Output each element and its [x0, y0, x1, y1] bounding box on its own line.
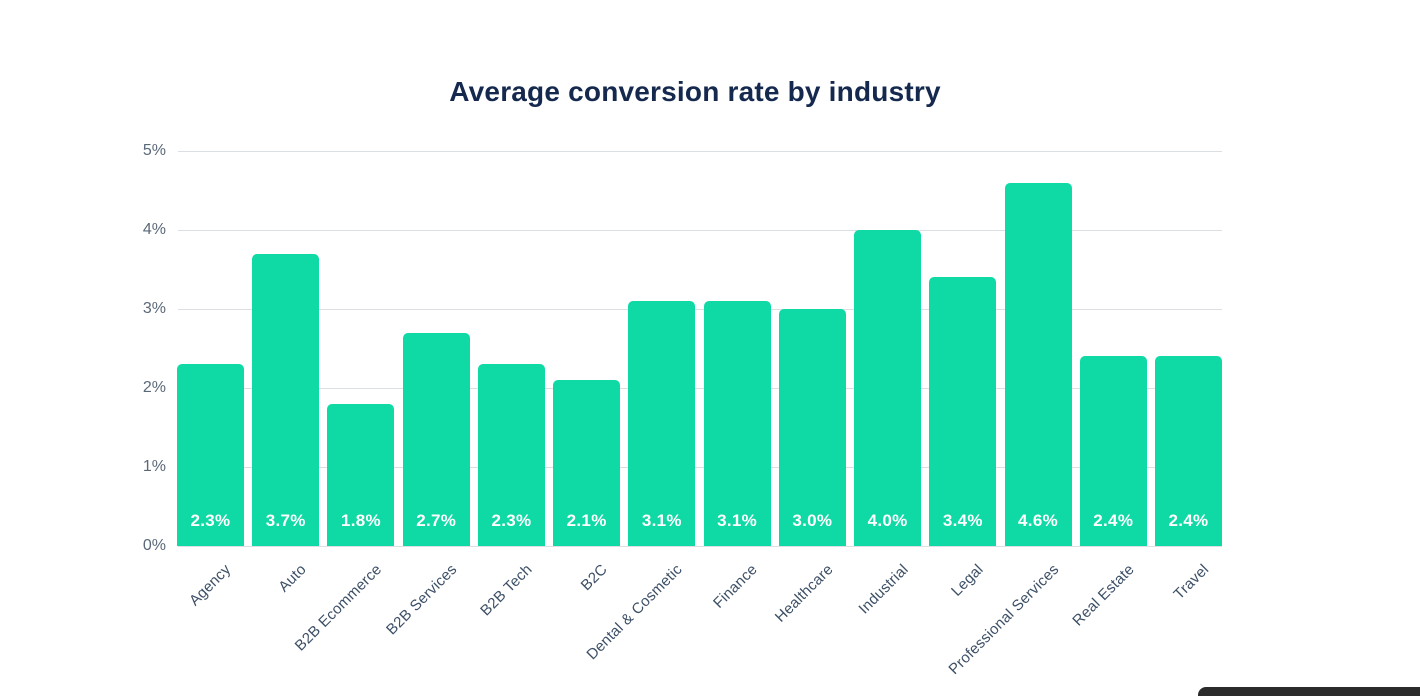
bar-value-label: 3.0% [792, 511, 833, 530]
bar-value-label: 3.1% [717, 510, 758, 530]
chart-title: Average conversion rate by industry [449, 76, 941, 107]
y-axis-tick-label: 0% [142, 537, 166, 554]
gridline [178, 388, 1222, 389]
x-axis-tick-label: Industrial [855, 561, 912, 618]
x-axis-tick-label: Healthcare [771, 561, 837, 626]
x-axis-tick-label: Travel [1170, 561, 1213, 603]
bar: 3.4% [929, 277, 997, 546]
bar: 2.3% [477, 364, 545, 546]
bar-value-label: 2.3% [491, 510, 532, 530]
gridline [178, 151, 1222, 152]
x-axis-tick-label: Real Estate [1068, 561, 1138, 630]
bar-value-label: 2.3% [190, 510, 231, 530]
x-axis-tick-label: Agency [186, 561, 235, 610]
bar-value-label: 4.6% [1018, 510, 1058, 530]
bar-value-label: 3.7% [265, 510, 306, 530]
bar: 3.1% [703, 301, 771, 546]
bar-value-label: 2.4% [1093, 510, 1134, 530]
x-axis-tick-label: Auto [275, 561, 310, 596]
bar: 2.3% [177, 364, 244, 546]
bar-value-label: 3.1% [641, 510, 682, 530]
bar: 1.8% [327, 403, 395, 546]
bar-value-label: 2.4% [1168, 510, 1209, 530]
gridline [178, 546, 1222, 547]
gridline [178, 467, 1222, 468]
bar: 4.6% [1004, 182, 1072, 546]
x-axis-tick-label: Finance [710, 561, 762, 612]
gridline [178, 309, 1222, 310]
y-axis-tick-label: 2% [142, 379, 166, 396]
gridline [178, 230, 1222, 231]
x-axis-tick-label: B2C [577, 561, 611, 595]
y-axis-tick-label: 5% [142, 142, 166, 159]
x-axis-tick-label: Legal [948, 561, 987, 600]
x-axis-tick-label: B2B Services [382, 561, 461, 639]
bar-value-label: 4.0% [867, 511, 908, 530]
bar-value-label: 3.4% [942, 510, 983, 530]
x-axis-tick-label: B2B Tech [477, 561, 536, 620]
bar: 3.1% [628, 301, 696, 546]
bar-value-label: 2.1% [566, 510, 607, 530]
bar: 2.4% [1155, 356, 1222, 546]
y-axis-tick-label: 3% [142, 300, 166, 317]
bar: 2.4% [1079, 356, 1147, 546]
bar: 2.7% [402, 332, 470, 546]
bar: 3.0% [778, 309, 846, 546]
bar: 2.1% [553, 380, 621, 546]
bar: 3.7% [252, 253, 320, 546]
y-axis-tick-label: 1% [142, 458, 166, 475]
bottom-right-dark-strip [1198, 687, 1420, 696]
bar: 4.0% [854, 230, 922, 546]
bar-value-label: 2.7% [416, 510, 457, 530]
y-axis-tick-label: 4% [142, 221, 166, 238]
bar-value-label: 1.8% [340, 510, 381, 530]
